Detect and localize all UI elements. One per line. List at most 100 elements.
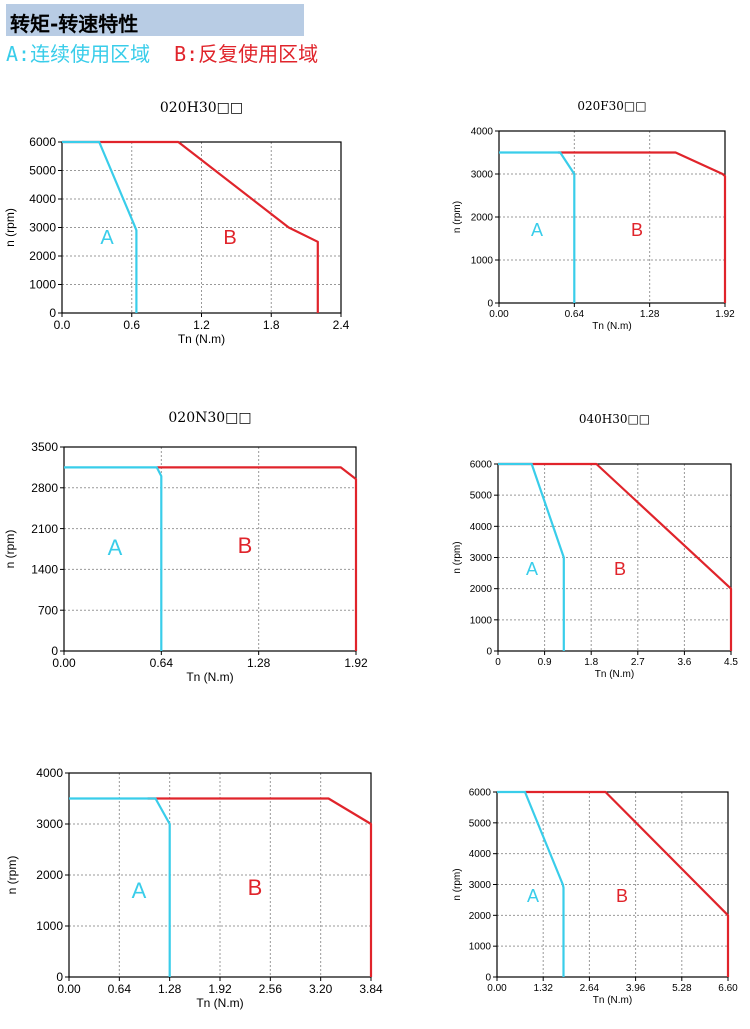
series-a-line [62, 140, 138, 313]
y-tick-label: 4000 [470, 522, 493, 533]
y-tick-label: 1400 [31, 563, 58, 577]
y-tick-label: 4000 [36, 766, 63, 780]
region-label-a: A [108, 535, 123, 560]
y-tick-label: 1000 [469, 942, 492, 953]
region-label-b: B [616, 886, 628, 906]
region-label-b: B [248, 875, 263, 900]
y-tick-label: 6000 [29, 135, 56, 149]
x-tick-label: 0.00 [57, 982, 81, 996]
region-label-a: A [100, 227, 114, 249]
x-tick-label: 1.92 [344, 656, 368, 670]
chart-title: 020H30□□ [160, 100, 243, 116]
x-axis-label: Tn (N.m) [595, 669, 634, 680]
x-tick-label: 5.28 [672, 983, 692, 994]
series-b-line [156, 466, 358, 651]
x-tick-label: 0.9 [538, 657, 552, 668]
series-a-line [497, 790, 565, 977]
x-tick-label: 0.00 [52, 656, 76, 670]
y-tick-label: 1000 [471, 256, 494, 267]
x-tick-label: 1.28 [640, 309, 660, 320]
series-b-line [498, 462, 733, 651]
y-tick-label: 2800 [31, 481, 58, 495]
chart-4: 040H30□□ 0 0.9 1.8 2.7 3.6 4.5 0 1000 2000 3000 400… [452, 412, 738, 680]
chart-1: 020H30□□ 0.0 0.6 1.2 1.8 2.4 0 1000 2000 3000 4000… [3, 100, 350, 346]
x-tick-label: 0.6 [123, 318, 140, 332]
y-tick-label: 2100 [31, 522, 58, 536]
series-a-line [498, 462, 565, 651]
x-tick-label: 2.64 [580, 983, 600, 994]
x-tick-label: 0.00 [487, 983, 507, 994]
x-tick-label: 3.20 [309, 982, 333, 996]
x-tick-label: 1.2 [193, 318, 210, 332]
y-tick-label: 3000 [470, 553, 493, 564]
x-tick-label: 6.60 [718, 983, 738, 994]
x-tick-label: 2.4 [333, 318, 350, 332]
y-tick-label: 0 [485, 973, 491, 984]
y-tick-label: 1000 [470, 615, 493, 626]
y-tick-label: 5000 [469, 818, 492, 829]
y-axis-label: n (rpm) [3, 530, 17, 569]
y-tick-label: 0 [486, 647, 492, 658]
y-tick-label: 3000 [29, 221, 56, 235]
y-tick-label: 3000 [36, 817, 63, 831]
x-tick-label: 0 [495, 657, 501, 668]
y-axis-label: n (rpm) [3, 208, 17, 247]
page-title: 转矩-转速特性 [10, 12, 139, 36]
x-tick-label: 1.92 [715, 309, 735, 320]
y-tick-label: 1000 [36, 919, 63, 933]
y-tick-label: 6000 [469, 788, 492, 799]
x-axis-label: Tn (N.m) [186, 670, 233, 684]
x-tick-label: 0.64 [108, 982, 132, 996]
x-tick-label: 0.64 [150, 656, 174, 670]
y-tick-label: 2000 [36, 868, 63, 882]
x-tick-label: 3.96 [626, 983, 646, 994]
region-label-b: B [614, 559, 626, 579]
x-tick-label: 4.5 [724, 657, 738, 668]
x-tick-label: 2.7 [631, 657, 645, 668]
y-tick-label: 4000 [29, 192, 56, 206]
x-tick-label: 0.00 [489, 309, 509, 320]
x-tick-label: 1.8 [263, 318, 280, 332]
y-axis-label: n (rpm) [452, 868, 463, 900]
y-axis-label: n (rpm) [452, 201, 463, 233]
x-tick-label: 1.92 [208, 982, 232, 996]
chart-title: 020N30□□ [168, 410, 251, 426]
x-tick-label: 0.64 [565, 309, 585, 320]
y-tick-label: 2000 [29, 249, 56, 263]
y-axis-label: n (rpm) [452, 541, 463, 573]
chart-2: 020F30□□ 0.00 0.64 1.28 1.92 0 1000 2000 3000 400… [452, 99, 735, 332]
y-tick-label: 3000 [469, 880, 492, 891]
chart-title: 020F30□□ [577, 99, 646, 113]
y-axis-label: n (rpm) [5, 856, 19, 895]
y-tick-label: 0 [49, 306, 56, 320]
chart-title: 040H30□□ [579, 412, 650, 426]
x-axis-label: Tn (N.m) [592, 321, 631, 332]
y-tick-label: 2000 [471, 213, 494, 224]
y-tick-label: 4000 [469, 849, 492, 860]
y-tick-label: 5000 [470, 491, 493, 502]
series-b-line [147, 797, 373, 977]
region-label-b: B [631, 220, 643, 240]
y-tick-label: 1000 [29, 278, 56, 292]
series-b-line [557, 151, 727, 303]
series-a-line [499, 151, 576, 303]
y-tick-label: 2000 [470, 584, 493, 595]
chart-6: 0.00 1.32 2.64 3.96 5.28 6.60 0 1000 2000 3000 400… [452, 788, 738, 1007]
x-tick-label: 1.28 [247, 656, 271, 670]
x-axis-label: Tn (N.m) [178, 332, 225, 346]
series-b-line [62, 140, 319, 313]
chart-5: 0.00 0.64 1.28 1.92 2.56 3.20 3.84 0 1000 2000 300… [5, 766, 383, 1010]
y-tick-label: 3500 [31, 440, 58, 454]
y-tick-label: 700 [38, 603, 58, 617]
legend-intermittent: B:反复使用区域 [174, 42, 319, 66]
y-tick-label: 6000 [470, 460, 493, 471]
x-axis-label: Tn (N.m) [593, 995, 632, 1006]
y-tick-label: 3000 [471, 170, 494, 181]
y-tick-label: 0 [487, 299, 493, 310]
region-label-a: A [527, 886, 539, 906]
x-axis-label: Tn (N.m) [196, 996, 243, 1010]
region-label-a: A [531, 220, 543, 240]
y-tick-label: 5000 [29, 164, 56, 178]
series-a-line [64, 466, 163, 651]
